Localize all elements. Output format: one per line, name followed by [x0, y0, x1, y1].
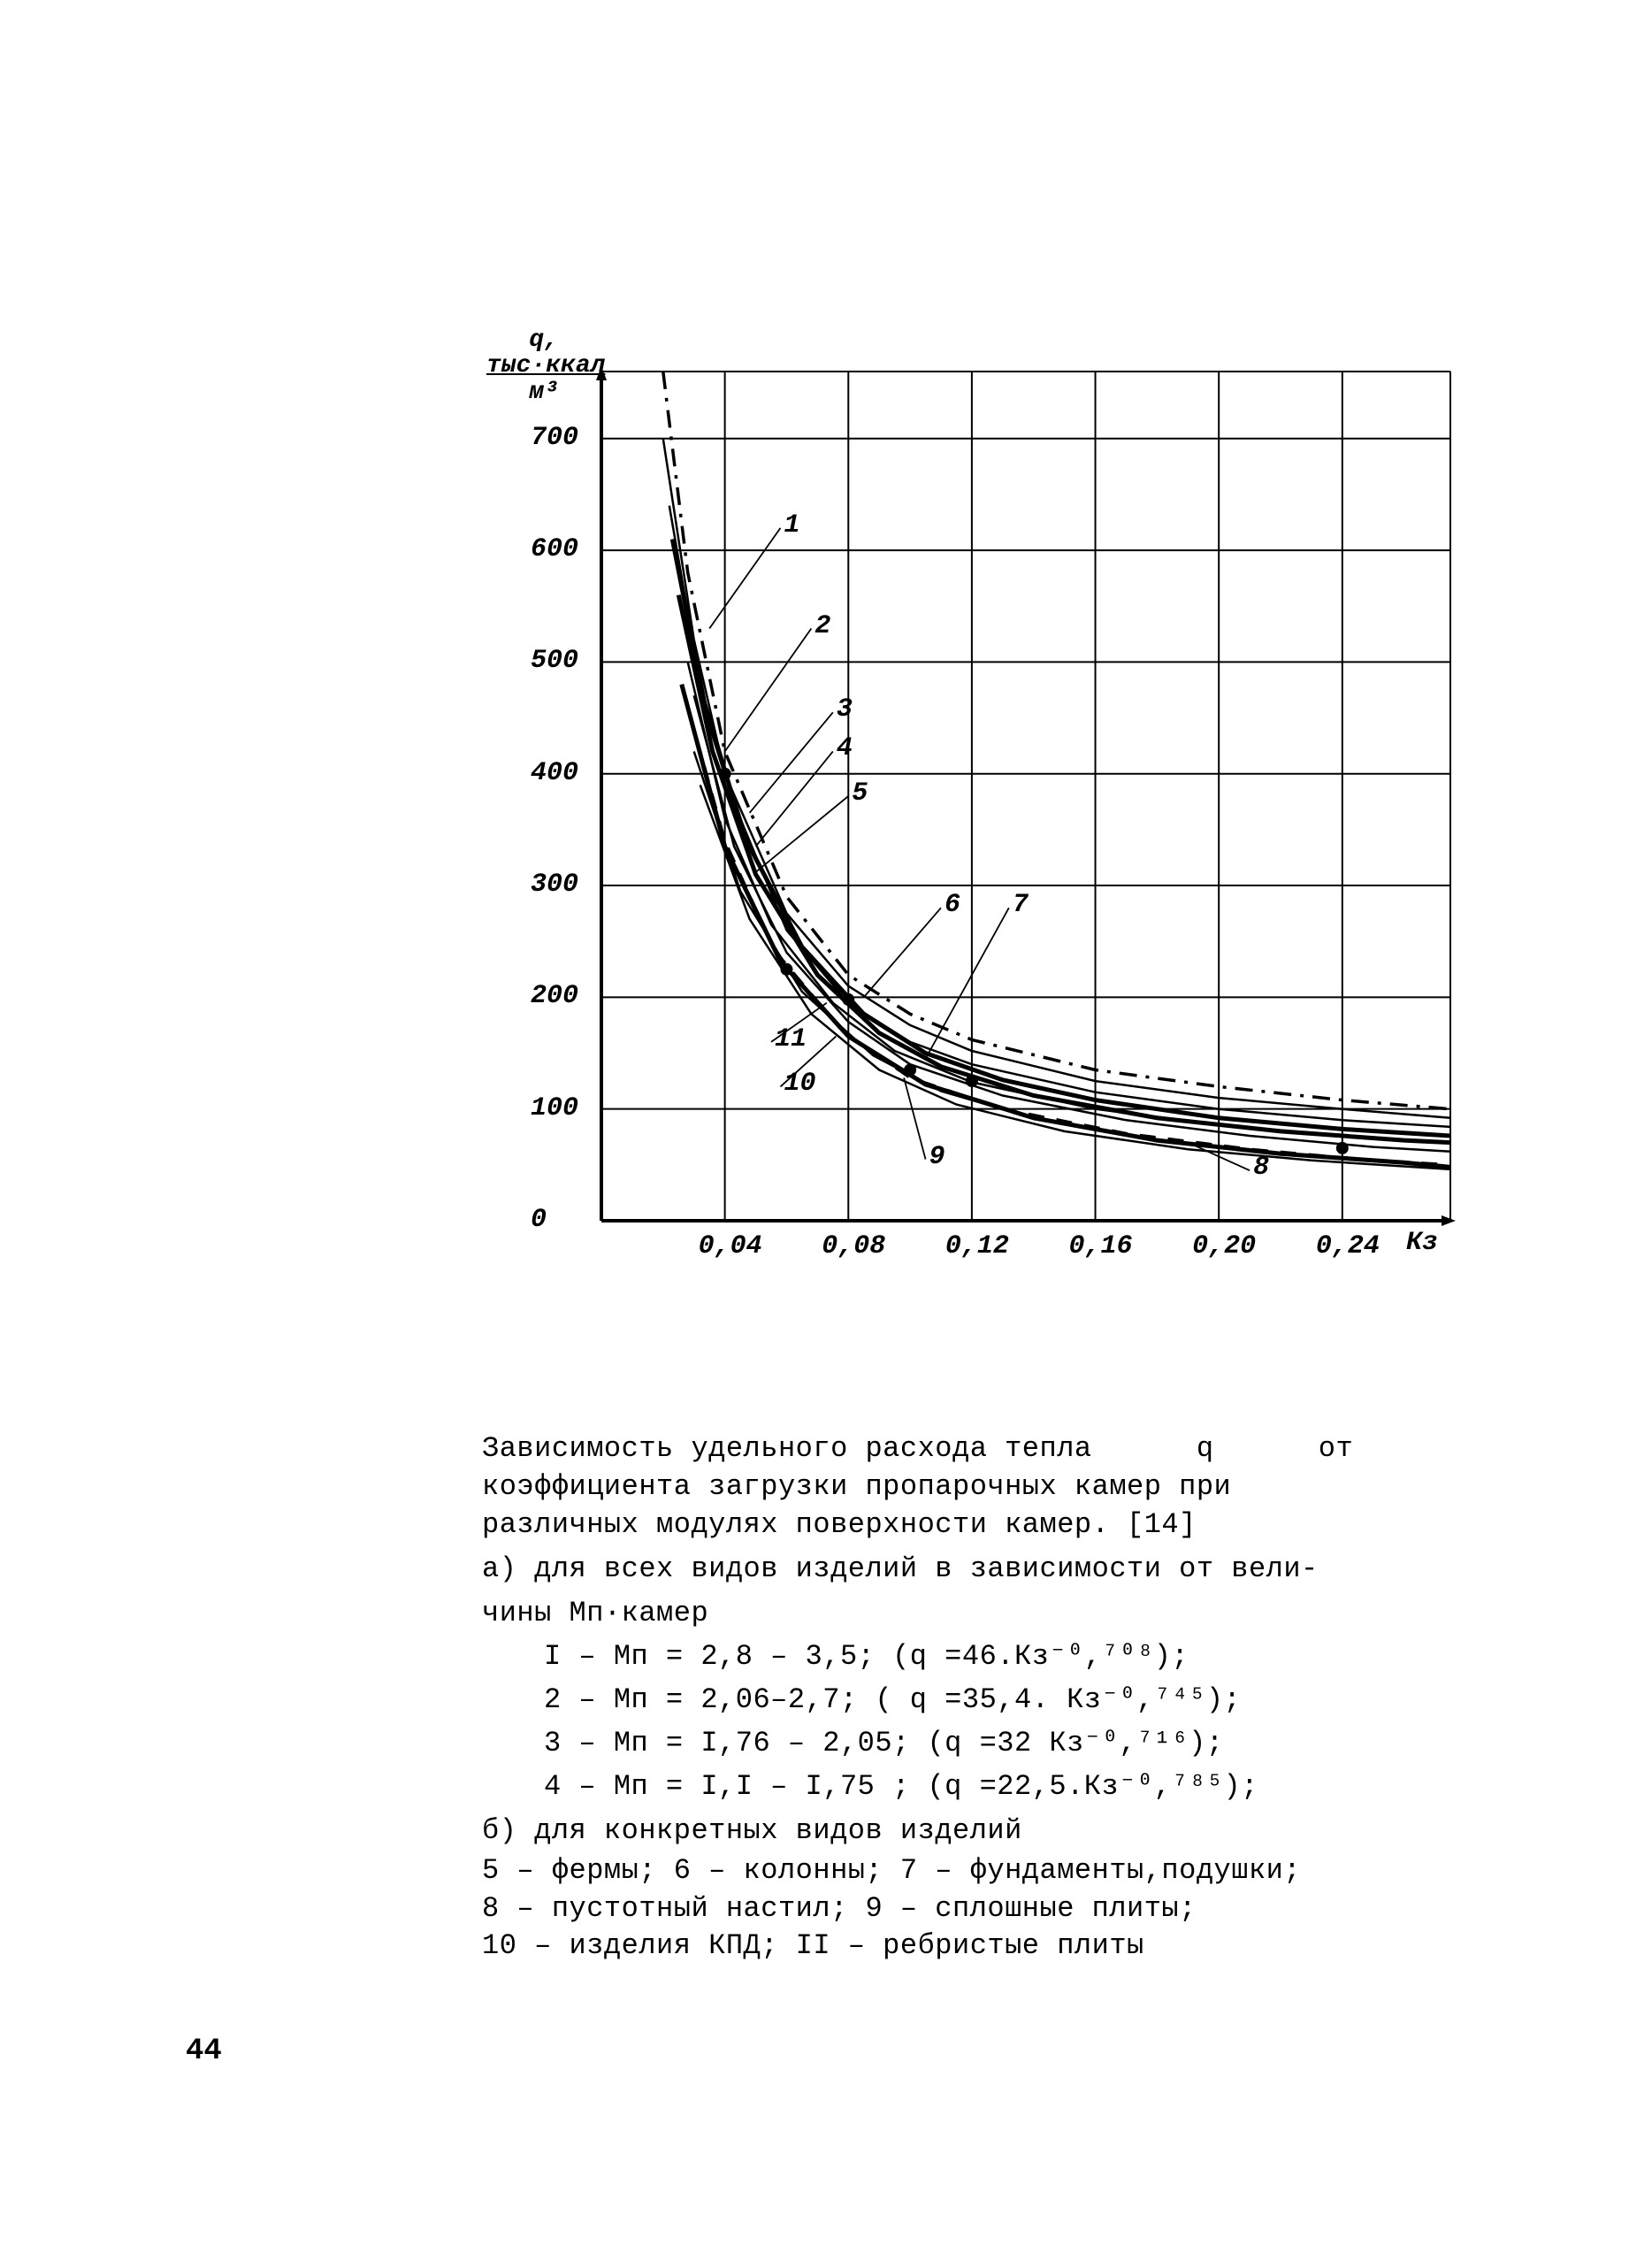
- caption-eq1: I – Мп = 2,8 – 3,5; (q =46.Кз⁻⁰,⁷⁰⁸);: [482, 1637, 1464, 1675]
- x-axis-label: Кз: [1406, 1228, 1438, 1258]
- curve-label-7: 7: [1013, 890, 1029, 920]
- curve-label-3: 3: [837, 694, 853, 724]
- caption-line-3: различных модулях поверхности камер. [14…: [482, 1509, 1464, 1542]
- x-tick-0,08: 0,08: [822, 1231, 885, 1261]
- figure-caption: Зависимость удельного расхода тепла q от…: [482, 1433, 1464, 1968]
- caption-eq3: 3 – Мп = I,76 – 2,05; (q =32 Кз⁻⁰,⁷¹⁶);: [482, 1724, 1464, 1762]
- curve-label-10: 10: [784, 1069, 815, 1099]
- caption-legend-1: 5 – фермы; 6 – колонны; 7 – фундаменты,п…: [482, 1855, 1464, 1888]
- caption-line-1a: Зависимость удельного расхода тепла: [482, 1432, 1092, 1465]
- x-tick-0,20: 0,20: [1192, 1231, 1256, 1261]
- curve-label-6: 6: [945, 890, 960, 920]
- caption-eq2: 2 – Мп = 2,06–2,7; ( q =35,4. Кз⁻⁰,⁷⁴⁵);: [482, 1681, 1464, 1719]
- caption-eq4: 4 – Мп = I,I – I,75 ; (q =22,5.Кз⁻⁰,⁷⁸⁵)…: [482, 1767, 1464, 1805]
- y-tick-600: 600: [531, 534, 578, 564]
- y-tick-700: 700: [531, 423, 578, 453]
- caption-line-1c: от: [1319, 1432, 1353, 1465]
- curve-label-1: 1: [784, 510, 799, 540]
- caption-legend-3: 10 – изделия КПД; II – ребристые плиты: [482, 1930, 1464, 1963]
- x-tick-0,24: 0,24: [1316, 1231, 1380, 1261]
- chart-svg: [495, 354, 1468, 1283]
- y-tick-400: 400: [531, 758, 578, 788]
- y-tick-0: 0: [531, 1205, 547, 1235]
- curve-label-9: 9: [929, 1142, 945, 1172]
- curve-label-2: 2: [815, 611, 830, 641]
- y-tick-300: 300: [531, 870, 578, 900]
- y-tick-200: 200: [531, 981, 578, 1011]
- caption-line-1b: q: [1197, 1432, 1214, 1465]
- page-number: 44: [186, 2035, 222, 2068]
- y-tick-100: 100: [531, 1093, 578, 1123]
- caption-legend-2: 8 – пустотный настил; 9 – сплошные плиты…: [482, 1893, 1464, 1926]
- caption-section-a: а) для всех видов изделий в зависимости …: [482, 1550, 1464, 1588]
- heat-consumption-chart: q, тыс·ккал м³ Кз 1234567891011700600500…: [495, 354, 1468, 1283]
- caption-line-2: коэффициента загрузки пропарочных камер …: [482, 1471, 1464, 1504]
- curve-label-4: 4: [837, 733, 853, 763]
- x-tick-0,16: 0,16: [1069, 1231, 1133, 1261]
- y-axis-title-l1: q,: [529, 326, 559, 354]
- curve-label-11: 11: [775, 1024, 807, 1054]
- curve-label-5: 5: [852, 778, 868, 809]
- caption-section-a2: чины Мп·камер: [482, 1594, 1464, 1632]
- curve-label-8: 8: [1253, 1153, 1269, 1183]
- y-tick-500: 500: [531, 646, 578, 676]
- x-tick-0,04: 0,04: [699, 1231, 762, 1261]
- caption-section-b: б) для конкретных видов изделий: [482, 1812, 1464, 1850]
- x-tick-0,12: 0,12: [945, 1231, 1009, 1261]
